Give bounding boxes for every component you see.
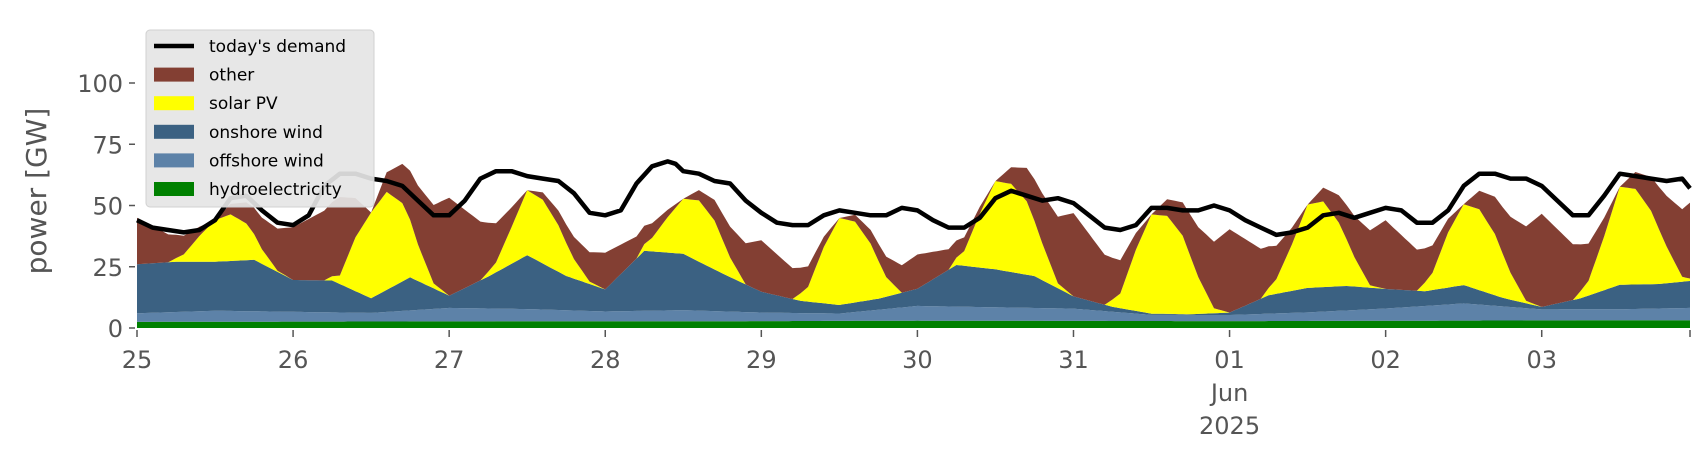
area-hydroelectricity	[137, 320, 1690, 328]
area-other	[137, 163, 1690, 313]
x-tick-label: 25	[122, 346, 153, 374]
legend-swatch-hydroelectricity	[154, 182, 194, 196]
legend-label-solar-pv: solar PV	[209, 94, 278, 114]
x-tick-label: 01	[1214, 346, 1245, 374]
area-onshore-wind	[137, 250, 1690, 315]
legend-label-other: other	[209, 66, 254, 86]
x-axis: 25 26 27 28 29 30 31 01 Jun 2025 02 03	[122, 330, 1691, 440]
x-tick-label: 02	[1370, 346, 1401, 374]
legend-label-hydroelectricity: hydroelectricity	[209, 180, 342, 200]
x-tick-label: 03	[1526, 346, 1557, 374]
x-tick-label: 26	[278, 346, 309, 374]
x-tick-label: 30	[902, 346, 933, 374]
legend-swatch-solar-pv	[154, 96, 194, 111]
y-tick-label: 25	[92, 254, 123, 282]
y-tick-label: 50	[92, 193, 123, 221]
x-tick-label: 27	[434, 346, 465, 374]
legend-swatch-onshore-wind	[154, 124, 194, 139]
demand-line-layer	[136, 159, 1692, 238]
legend-label-offshore-wind: offshore wind	[209, 151, 324, 171]
x-tick-label: Jun	[1209, 379, 1249, 407]
legend-label-today-s-demand: today's demand	[209, 37, 346, 57]
demand-line	[136, 159, 1692, 238]
y-tick-label: 0	[108, 315, 123, 343]
y-tick-label: 75	[92, 131, 123, 159]
legend-box	[145, 29, 375, 208]
x-tick-label: 28	[590, 346, 621, 374]
y-axis-title: power [GW]	[20, 108, 53, 275]
stacked-areas	[137, 163, 1690, 328]
x-tick-label: 2025	[1199, 412, 1260, 440]
x-tick-label: 31	[1058, 346, 1089, 374]
y-tick-label: 100	[77, 70, 123, 98]
legend-swatch-offshore-wind	[154, 153, 194, 168]
legend-label-onshore-wind: onshore wind	[209, 123, 323, 143]
legend-swatch-other	[154, 67, 194, 82]
area-solar-pv	[137, 181, 1690, 315]
area-offshore-wind	[137, 303, 1690, 322]
legend: today's demand other solar PV onshore wind o…	[145, 29, 375, 208]
y-axis: 0 25 50 75 100	[77, 70, 135, 343]
x-tick-label: 29	[746, 346, 777, 374]
